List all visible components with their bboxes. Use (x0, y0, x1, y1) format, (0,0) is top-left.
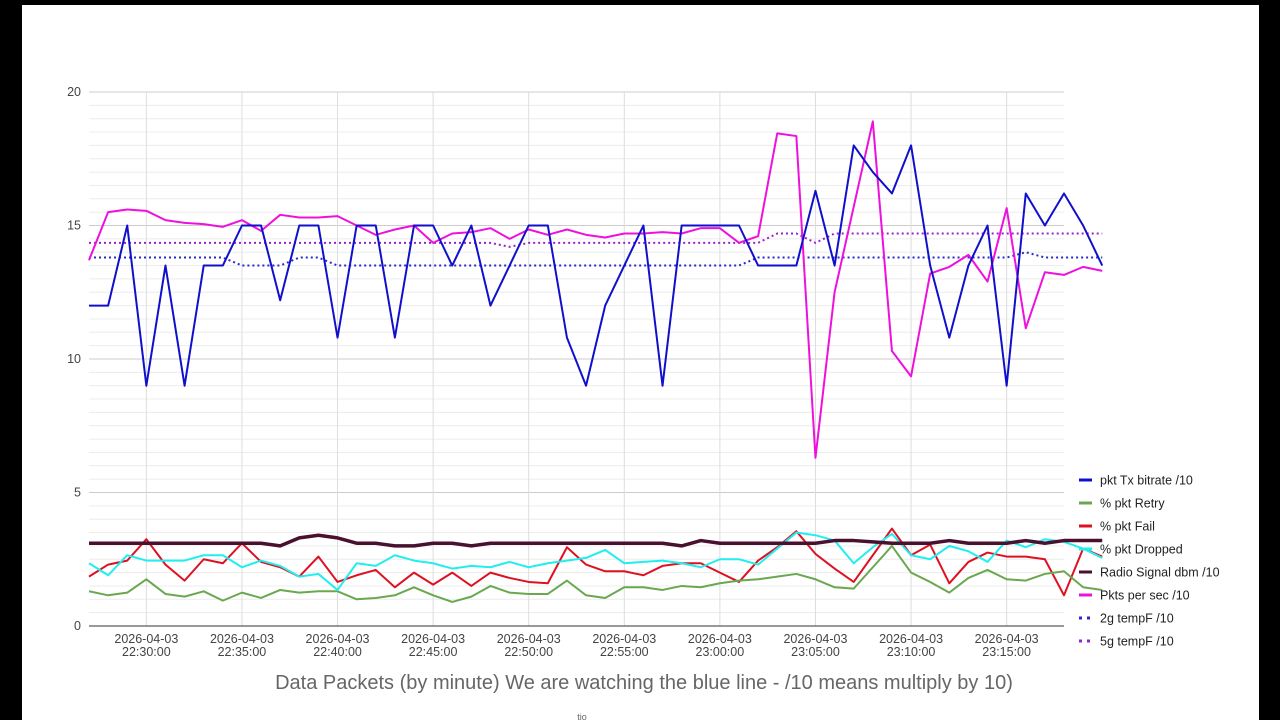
x-tick-label-date: 2026-04-03 (210, 632, 274, 646)
chart-caption: Data Packets (by minute) We are watching… (275, 672, 1013, 694)
x-tick-label-date: 2026-04-03 (879, 632, 943, 646)
legend-label: % pkt Fail (1100, 520, 1155, 534)
x-tick-label-date: 2026-04-03 (497, 632, 561, 646)
axis-labels: 051015202026-04-0322:30:002026-04-0322:3… (67, 85, 1039, 659)
x-tick-label-date: 2026-04-03 (688, 632, 752, 646)
x-tick-label-time: 22:55:00 (600, 645, 649, 659)
x-tick-label-time: 23:15:00 (982, 645, 1031, 659)
x-tick-label-date: 2026-04-03 (592, 632, 656, 646)
x-tick-label-date: 2026-04-03 (401, 632, 465, 646)
x-tick-label-time: 22:45:00 (409, 645, 458, 659)
x-tick-label-date: 2026-04-03 (114, 632, 178, 646)
series-line-1 (89, 144, 1104, 387)
x-tick-label-time: 23:05:00 (791, 645, 840, 659)
legend-label: pkt Tx bitrate /10 (1100, 474, 1193, 488)
x-tick-label-time: 23:00:00 (696, 645, 745, 659)
legend-label: 5g tempF /10 (1100, 635, 1174, 649)
series-line-5 (89, 533, 1103, 548)
x-tick-label-time: 22:40:00 (313, 645, 362, 659)
page-frame: 0 5 10 15 20 2026-04-03 22:30:00 2026-04-03 22:3… (22, 5, 1259, 720)
legend-label: % pkt Dropped (1100, 543, 1183, 557)
x-tick-label-date: 2026-04-03 (783, 632, 847, 646)
legend-label: % pkt Retry (1100, 497, 1165, 511)
y-tick-label: 5 (74, 486, 81, 500)
x-tick-label-time: 22:35:00 (218, 645, 267, 659)
y-tick-label: 0 (74, 619, 81, 633)
legend-label: 2g tempF /10 (1100, 612, 1174, 626)
line-chart: 051015202026-04-0322:30:002026-04-0322:3… (67, 85, 1220, 720)
y-tick-label: 10 (67, 352, 81, 366)
x-tick-label-date: 2026-04-03 (975, 632, 1039, 646)
series-line-4 (88, 531, 1103, 591)
x-tick-label-time: 23:10:00 (887, 645, 936, 659)
x-tick-label-time: 22:50:00 (504, 645, 553, 659)
series-line-3 (88, 527, 1103, 597)
grid-lines (89, 91, 1064, 627)
x-tick-label-date: 2026-04-03 (306, 632, 370, 646)
series-line-7 (89, 251, 1103, 267)
legend-label: Radio Signal dbm /10 (1100, 566, 1220, 580)
y-tick-label: 15 (67, 219, 81, 233)
legend-label: Pkts per sec /10 (1100, 589, 1190, 603)
footer-text: tio (577, 712, 587, 720)
series-line-6 (88, 120, 1103, 459)
series-line-2 (88, 544, 1103, 603)
x-tick-label-time: 22:30:00 (122, 645, 171, 659)
series-line-8 (89, 232, 1103, 248)
series-lines (88, 120, 1104, 603)
legend: pkt Tx bitrate /10 % pkt Retry % pkt Fail%… (1079, 474, 1220, 649)
y-tick-label: 20 (67, 85, 81, 99)
